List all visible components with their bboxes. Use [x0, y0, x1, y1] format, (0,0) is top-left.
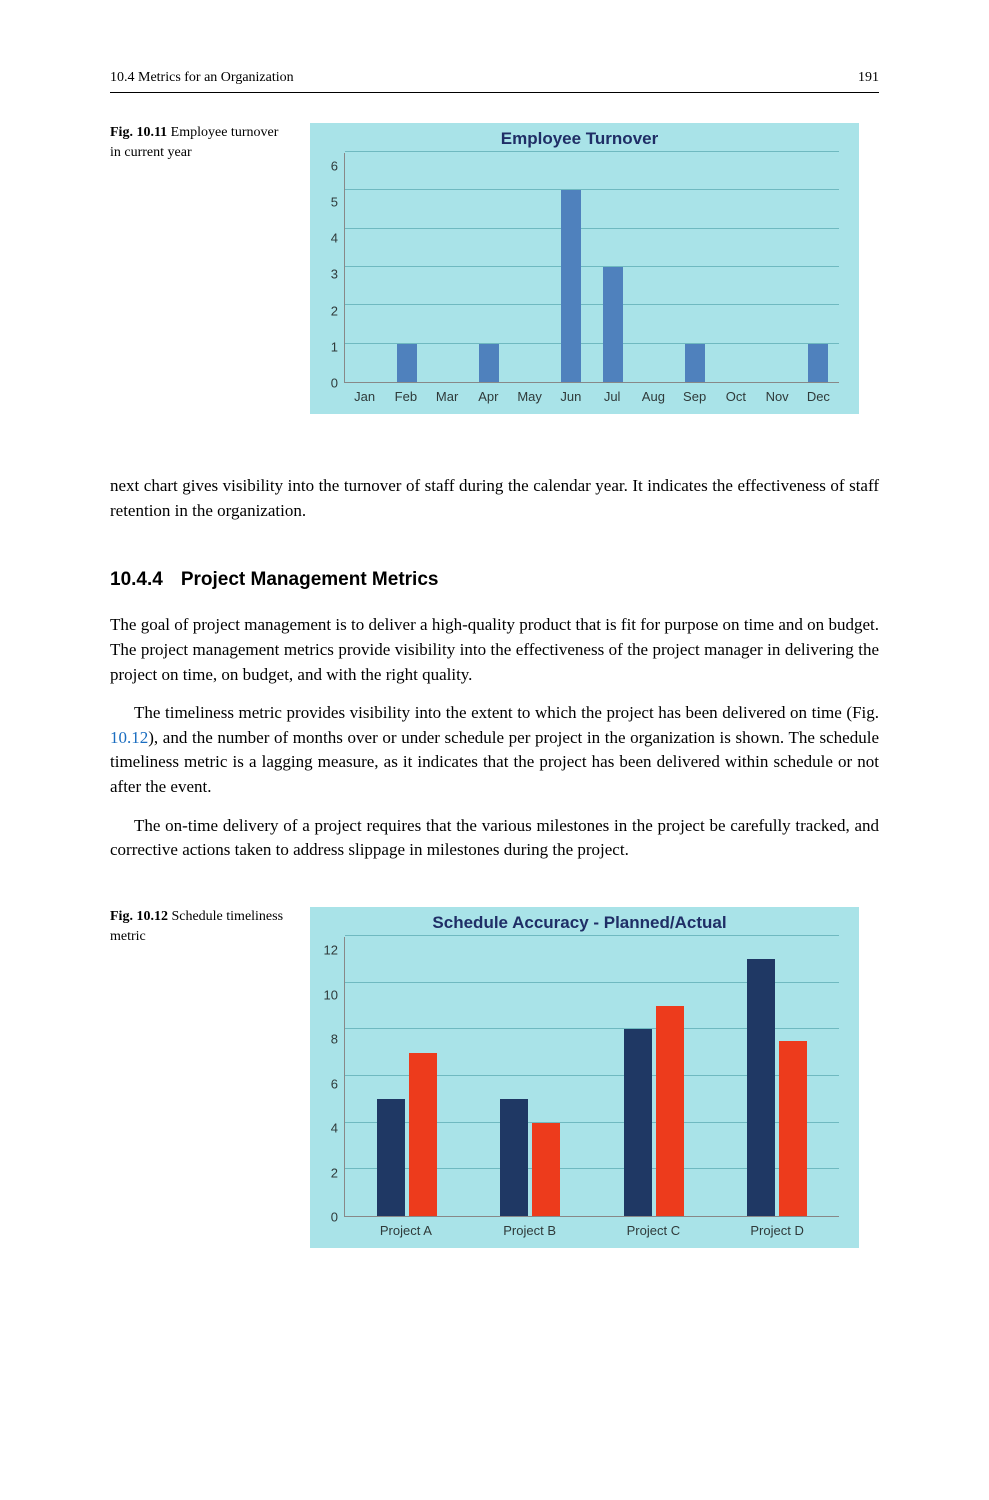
body-paragraph-3: The timeliness metric provides visibilit… — [110, 701, 879, 800]
bar — [397, 344, 417, 382]
chart-schedule-accuracy: Schedule Accuracy - Planned/ActualPlanne… — [310, 907, 879, 1248]
page-number: 191 — [858, 70, 879, 86]
chart-title: Schedule Accuracy - Planned/Actual — [320, 907, 839, 937]
figure-10-11: Fig. 10.11 Employee turnover in current … — [110, 123, 879, 414]
bar — [685, 344, 705, 382]
chart-title: Employee Turnover — [320, 123, 839, 153]
bar — [479, 344, 499, 382]
figure-10-12: Fig. 10.12 Schedule timeliness metric Sc… — [110, 907, 879, 1248]
plot-area — [344, 937, 839, 1217]
page-header: 10.4 Metrics for an Organization 191 — [110, 70, 879, 93]
bar — [624, 1029, 652, 1216]
bar — [603, 267, 623, 382]
plot-area — [344, 153, 839, 383]
section-title: Project Management Metrics — [181, 569, 439, 590]
figure-10-11-label: Fig. 10.11 — [110, 125, 167, 140]
bar — [500, 1099, 528, 1216]
bar — [779, 1041, 807, 1216]
bar — [656, 1006, 684, 1216]
chart-employee-turnover: Employee TurnoverTurnover0123456JanFebMa… — [310, 123, 879, 414]
section-heading-10-4-4: 10.4.4 Project Management Metrics — [110, 569, 879, 591]
running-head-section: 10.4 Metrics for an Organization — [110, 70, 294, 86]
bar — [532, 1123, 560, 1216]
bar — [747, 959, 775, 1216]
figure-reference-10-12: 10.12 — [110, 728, 148, 747]
bar — [561, 190, 581, 382]
figure-10-11-caption: Fig. 10.11 Employee turnover in current … — [110, 123, 310, 162]
figure-10-12-caption: Fig. 10.12 Schedule timeliness metric — [110, 907, 310, 946]
bar — [409, 1053, 437, 1216]
body-paragraph-4: The on-time delivery of a project requir… — [110, 814, 879, 863]
bar — [808, 344, 828, 382]
body-paragraph-1: next chart gives visibility into the tur… — [110, 474, 879, 523]
body-paragraph-2: The goal of project management is to del… — [110, 613, 879, 687]
bar — [377, 1099, 405, 1216]
section-number: 10.4.4 — [110, 569, 163, 590]
figure-10-12-label: Fig. 10.12 — [110, 909, 168, 924]
